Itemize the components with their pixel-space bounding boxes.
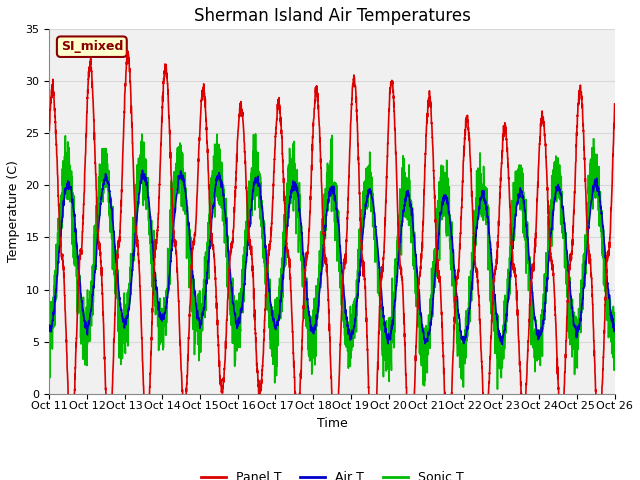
Panel T [45,128,53,133]
Air T [167,258,175,264]
Panel T [611,109,618,115]
Title: Sherman Island Air Temperatures: Sherman Island Air Temperatures [193,7,470,25]
Air T [397,229,405,235]
Sonic T [45,336,53,342]
Sonic T [397,204,405,210]
Panel T [204,144,211,150]
Panel T [369,463,377,468]
Panel T [388,80,396,85]
Text: SI_mixed: SI_mixed [61,40,123,53]
Legend: Panel T, Air T, Sonic T: Panel T, Air T, Sonic T [196,467,468,480]
Panel T [557,417,565,422]
Y-axis label: Temperature (C): Temperature (C) [7,160,20,263]
Panel T [397,265,405,271]
Panel T [167,149,175,155]
Air T [45,322,53,328]
Air T [557,192,565,197]
Sonic T [611,317,618,323]
X-axis label: Time: Time [317,417,348,430]
Panel T [124,47,131,53]
Sonic T [252,131,259,137]
Air T [139,168,147,173]
Panel T [611,101,618,107]
Line: Sonic T: Sonic T [49,134,614,389]
Sonic T [204,255,211,261]
Air T [499,342,506,348]
Air T [204,270,211,276]
Air T [387,327,395,333]
Line: Air T: Air T [49,170,614,345]
Sonic T [387,359,395,365]
Line: Panel T: Panel T [49,50,614,466]
Sonic T [611,337,618,343]
Sonic T [557,174,565,180]
Air T [611,326,618,332]
Sonic T [166,247,174,253]
Sonic T [493,386,501,392]
Air T [611,327,618,333]
